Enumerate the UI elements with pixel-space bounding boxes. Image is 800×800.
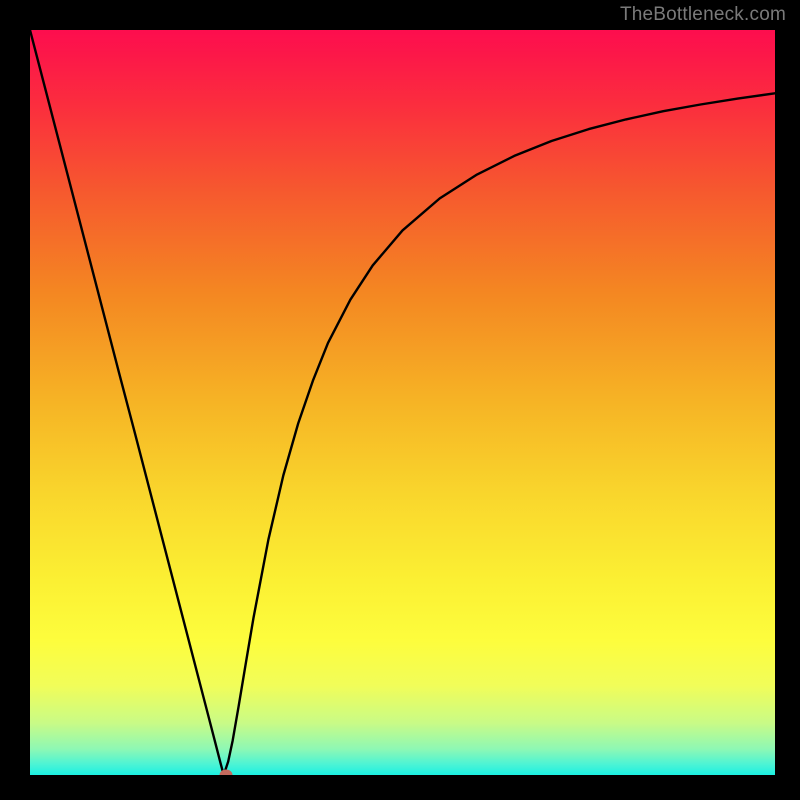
watermark-text: TheBottleneck.com xyxy=(620,4,786,26)
plot-area xyxy=(30,30,775,775)
bottleneck-curve xyxy=(30,30,775,775)
optimum-marker xyxy=(219,770,232,776)
